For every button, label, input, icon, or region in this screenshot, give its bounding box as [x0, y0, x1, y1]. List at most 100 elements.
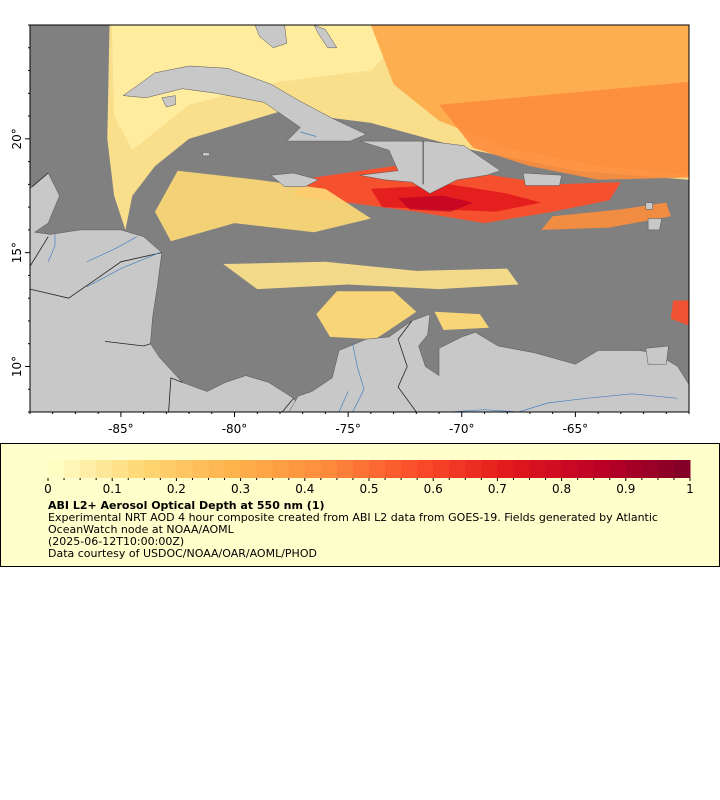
colorbar-step [481, 460, 498, 478]
land-trinidad [645, 345, 669, 365]
river-magdalena [352, 343, 365, 412]
colorbar-step [304, 460, 322, 478]
colorbar-step [625, 460, 643, 478]
plot-frame [29, 24, 690, 413]
lon-tick-label: -65° [563, 422, 589, 436]
colorbar-step [465, 460, 482, 478]
colorbar-step [529, 460, 547, 478]
aod-north-light [111, 25, 417, 151]
lon-tick-label: -85° [108, 422, 134, 436]
lon-tick-label: -80° [222, 422, 248, 436]
map-layers [30, 25, 689, 412]
colorbar-step [561, 460, 579, 478]
colorbar-step [144, 460, 161, 478]
colorbar-step [513, 460, 530, 478]
land-leeward [645, 202, 653, 210]
legend-timestamp: (2025-06-12T10:00:00Z) [48, 535, 185, 548]
river-coco [86, 252, 160, 288]
legend-title: ABI L2+ Aerosol Optical Depth at 550 nm … [48, 499, 325, 512]
colorbar-tick-label: 0.4 [295, 482, 314, 496]
colorbar-step [657, 460, 675, 478]
border-panama-colombia [281, 398, 294, 412]
border-nicaragua-costa-rica [104, 341, 151, 347]
colorbar-step [80, 460, 97, 478]
legend-box: 0 0.1 0.2 0.3 0.4 0.5 0.6 0.7 0.8 0.9 1 ABI L2+ Ae… [0, 443, 720, 567]
border-mexico-belize [32, 172, 49, 187]
colorbar-step [385, 460, 402, 478]
colorbar-step [673, 460, 691, 478]
colorbar-step [641, 460, 659, 478]
colorbar-step [224, 460, 242, 478]
river-cuba [300, 131, 317, 137]
aod-south-plume [223, 261, 519, 290]
legend-text: ABI L2+ Aerosol Optical Depth at 550 nm … [48, 500, 698, 560]
colorbar-step [240, 460, 258, 478]
border-honduras-nicaragua [30, 252, 162, 299]
land-central-america [30, 172, 304, 412]
land-bahamas-b [313, 25, 338, 49]
colorbar-tick-label: 0.9 [616, 482, 635, 496]
colorbar-step [176, 460, 193, 478]
border-costa-rica-panama [168, 377, 183, 412]
land-cuba [122, 65, 367, 142]
colorbar-tick-label: 0.3 [231, 482, 250, 496]
map-panel: -85° -80° -75° -70° -65° 10° 15° 20° [10, 24, 690, 436]
colorbar-step [577, 460, 595, 478]
colorbar-step [96, 460, 113, 478]
colorbar-tick-label: 0.7 [488, 482, 507, 496]
lat-tick-label: 15° [10, 242, 24, 263]
colorbar-step [609, 460, 627, 478]
colorbar-step [336, 460, 354, 478]
legend-description: Experimental NRT AOD 4 hour composite cr… [48, 511, 658, 536]
colorbar-step [288, 460, 306, 478]
colorbar-step [352, 460, 370, 478]
aod-west-plume [155, 170, 371, 242]
aod-northeast-deep [439, 81, 689, 180]
colorbar-step [593, 460, 611, 478]
land-islas-juventud [161, 95, 176, 108]
lon-tick-label: -70° [449, 422, 475, 436]
colorbar-tick-label: 0.5 [359, 482, 378, 496]
colorbar-step [256, 460, 274, 478]
lat-tick-label: 10° [10, 356, 24, 377]
river-patuca [86, 236, 137, 263]
colorbar-tick-label: 0.1 [103, 482, 122, 496]
colorbar-step [272, 460, 290, 478]
border-guatemala-honduras [30, 236, 49, 267]
colorbar-step [48, 460, 65, 478]
colorbar-step [449, 460, 466, 478]
colorbar: 0 0.1 0.2 0.3 0.4 0.5 0.6 0.7 0.8 0.9 1 [44, 460, 694, 496]
colorbar-step [417, 460, 434, 478]
colorbar-step [545, 460, 563, 478]
colorbar-tick-label: 0 [44, 482, 52, 496]
aod-east-plume [541, 202, 671, 230]
colorbar-tick-label: 0.6 [424, 482, 443, 496]
land-puerto-rico [522, 172, 563, 186]
border-colombia-venezuela [397, 320, 417, 412]
colorbar-step [112, 460, 129, 478]
colorbar-step [320, 460, 338, 478]
legend-credit: Data courtesy of USDOC/NOAA/OAR/AOML/PHO… [48, 547, 317, 560]
lon-tick-label: -75° [335, 422, 361, 436]
land-guadeloupe [647, 218, 663, 231]
colorbar-tick-label: 0.2 [167, 482, 186, 496]
colorbar-step [433, 460, 450, 478]
aod-central-maroon [398, 195, 474, 212]
colorbar-step [64, 460, 81, 478]
aod-venezuela-coast [434, 311, 489, 330]
river-cauca [338, 391, 349, 412]
colorbar-step [497, 460, 514, 478]
colorbar-step [401, 460, 418, 478]
colorbar-tick-label: 1 [686, 482, 694, 496]
lat-tick-label: 20° [10, 128, 24, 149]
colorbar-step [369, 460, 386, 478]
river-ulua [47, 234, 56, 262]
colorbar-step [128, 460, 145, 478]
land-cayman [202, 152, 210, 157]
river-orinoco [518, 393, 678, 412]
land-jamaica [270, 172, 320, 187]
aod-south-coast [316, 291, 417, 340]
map-canvas: -85° -80° -75° -70° -65° 10° 15° 20° [10, 24, 690, 436]
colorbar-step [160, 460, 177, 478]
